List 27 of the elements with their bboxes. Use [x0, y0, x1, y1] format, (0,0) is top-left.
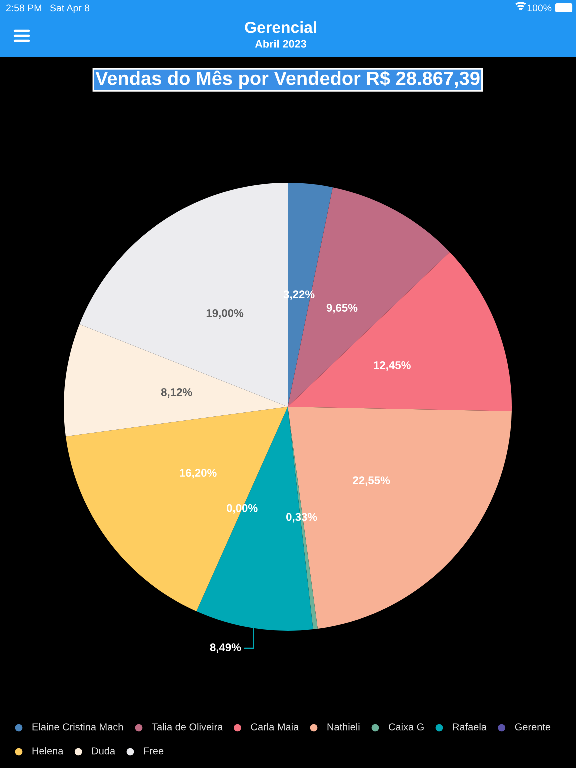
pie-slice	[288, 407, 512, 629]
data-label: 0,33%	[286, 513, 318, 523]
data-label: 16,20%	[180, 469, 217, 479]
pie-slice	[64, 324, 288, 437]
legend-label: Carla Maia	[251, 723, 300, 731]
data-label: 19,00%	[206, 309, 244, 319]
text: 2:58 PM	[6, 4, 42, 12]
data-label: 8,49%	[210, 644, 242, 654]
data-label: 22,55%	[353, 476, 390, 486]
legend-label: Rafaela	[453, 723, 487, 731]
legend-label: Nathieli	[328, 723, 360, 731]
text: Sat Apr 8	[50, 4, 90, 14]
data-label: 9,65%	[326, 304, 358, 314]
legend-label: Caixa G	[389, 723, 424, 731]
legend-label: Free	[144, 748, 164, 755]
text: 100%	[528, 4, 552, 12]
text: Gerencial	[245, 22, 316, 34]
pie-slice	[66, 407, 288, 612]
legend-label: Gerente	[515, 724, 551, 731]
legend-label: Helena	[32, 747, 64, 755]
data-label: 8,12%	[161, 388, 192, 398]
data-label: 12,45%	[374, 361, 411, 371]
text: Abril 2023	[255, 40, 307, 48]
legend-label: Elaine Cristina Mach	[32, 723, 124, 731]
legend-label: Duda	[92, 747, 116, 755]
chart-title: Vendas do Mês por Vendedor R$ 28.867,39	[96, 70, 480, 90]
legend-label: Talia de Oliveira	[152, 723, 224, 731]
